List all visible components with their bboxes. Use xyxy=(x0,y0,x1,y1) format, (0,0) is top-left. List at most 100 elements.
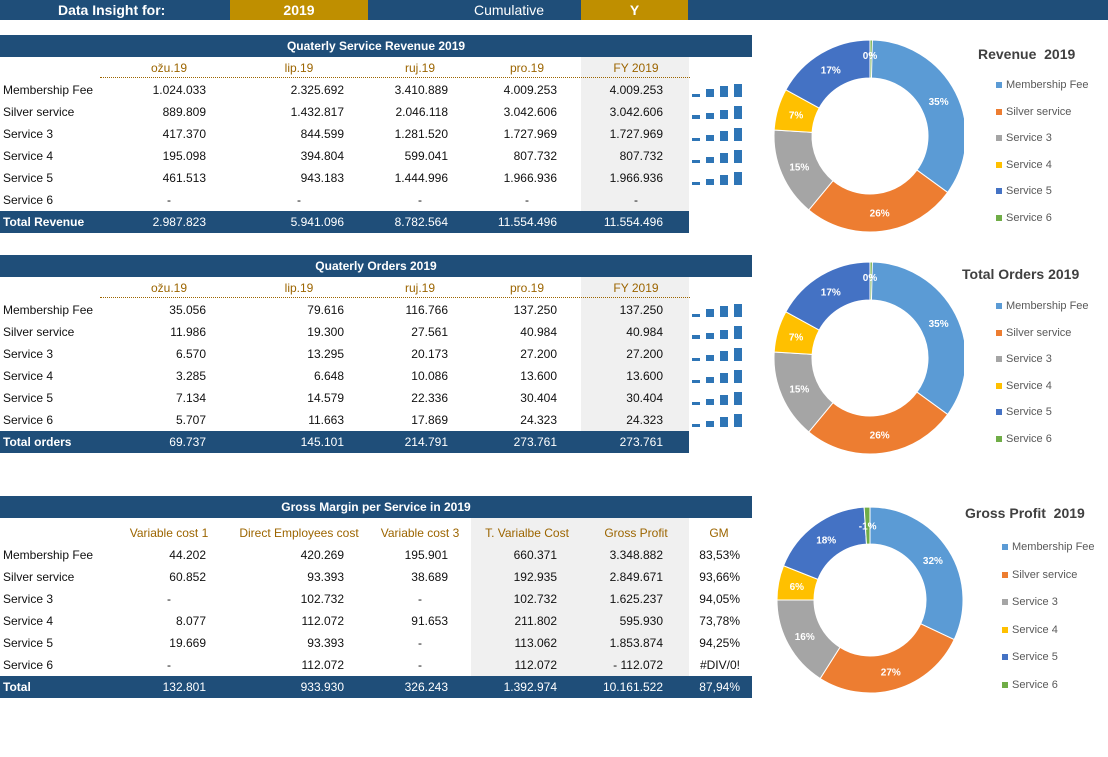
cell-value: - xyxy=(167,658,171,672)
legend-swatch xyxy=(996,82,1002,89)
cell-value: 807.732 xyxy=(513,149,557,163)
cell-value: 91.653 xyxy=(411,614,448,628)
cell-value: 10.086 xyxy=(411,369,448,383)
legend-item: Service 6 xyxy=(996,211,1052,225)
legend-swatch xyxy=(1002,599,1008,606)
cumulative-selector[interactable]: Y xyxy=(581,0,688,20)
donut-slice-membership-fee xyxy=(869,261,964,416)
cell-value: 112.072 xyxy=(514,658,558,672)
column-header: ožu.19 xyxy=(150,281,188,295)
cell-value: 113.062 xyxy=(514,636,558,650)
donut-svg: 32% 27% 16% 6% 18% -1% xyxy=(776,506,964,694)
orders-grid: ožu.19 lip.19 ruj.19 pro.19 FY 2019 Membershi… xyxy=(0,277,752,453)
row-label: Service 6 xyxy=(3,193,54,207)
cell-value: 3.042.606 xyxy=(609,105,663,119)
sparkline xyxy=(692,127,748,141)
cell-value: - xyxy=(297,193,301,207)
legend-item: Membership Fee xyxy=(1002,540,1095,554)
cell-value: 20.173 xyxy=(411,347,448,361)
cell-value: 599.041 xyxy=(404,149,448,163)
sparkline-bar xyxy=(734,304,742,317)
legend-swatch xyxy=(1002,681,1008,688)
row-label: Membership Fee xyxy=(3,548,94,562)
legend-swatch xyxy=(996,329,1002,336)
sparkline-bar xyxy=(706,355,714,361)
year-selector[interactable]: 2019 xyxy=(230,0,368,20)
cell-value: 94,25% xyxy=(699,636,740,650)
cell-value: 3.410.889 xyxy=(394,83,448,97)
sparkline-bar xyxy=(692,314,700,317)
slice-label: 7% xyxy=(789,333,804,344)
slice-label: 6% xyxy=(790,582,805,593)
cell-value: 2.849.671 xyxy=(609,570,663,584)
sparkline-bar xyxy=(706,333,714,339)
orders-donut-chart: Total Orders 2019 35% 26% 15% 7% 17% 0% Members… xyxy=(760,258,1108,458)
cell-value: 13.600 xyxy=(626,369,663,383)
legend-swatch xyxy=(996,108,1002,115)
cell-value: 13.600 xyxy=(520,369,557,383)
legend-swatch xyxy=(996,382,1002,389)
row-label: Membership Fee xyxy=(3,83,94,97)
column-header: lip.19 xyxy=(284,281,314,295)
cell-value: 1.024.033 xyxy=(152,83,206,97)
row-label: Service 3 xyxy=(3,127,54,141)
legend-swatch xyxy=(1002,626,1008,633)
slice-label: 35% xyxy=(929,97,949,108)
total-value: 326.243 xyxy=(404,680,448,694)
cell-value: 1.432.817 xyxy=(290,105,344,119)
donut-svg: 35% 26% 15% 7% 17% 0% xyxy=(773,39,964,233)
legend-label: Service 5 xyxy=(1006,185,1052,197)
sparkline-bar xyxy=(692,182,700,185)
sparkline-bar xyxy=(734,326,742,339)
cell-value: 420.269 xyxy=(300,548,344,562)
cell-value: 195.098 xyxy=(162,149,206,163)
sparkline-bar xyxy=(734,128,742,141)
column-header: Gross Profit xyxy=(604,526,668,540)
total-value: 87,94% xyxy=(699,680,740,694)
table-row: Service 4 8.077 112.072 91.653 211.802 595.93… xyxy=(0,610,752,632)
sparkline xyxy=(692,369,748,383)
sparkline-bar xyxy=(720,306,728,317)
gross-margin-table: Gross Margin per Service in 2019 Variable… xyxy=(0,496,752,698)
table-row: Membership Fee 1.024.033 2.325.692 3.410.88… xyxy=(0,79,752,101)
slice-label: 32% xyxy=(923,556,943,567)
sparkline-bar xyxy=(734,84,742,97)
donut-slice-service-6 xyxy=(869,261,873,301)
cell-value: 24.323 xyxy=(520,413,557,427)
cell-value: 394.804 xyxy=(300,149,344,163)
row-label: Service 5 xyxy=(3,636,54,650)
legend-swatch xyxy=(996,409,1002,416)
table-row: Silver service 11.986 19.300 27.561 40.984 40… xyxy=(0,321,752,343)
legend-item: Service 5 xyxy=(996,184,1052,198)
sparkline-bar xyxy=(692,138,700,141)
row-label: Service 4 xyxy=(3,614,54,628)
sparkline-bar xyxy=(720,395,728,405)
total-value: 132.801 xyxy=(162,680,206,694)
cell-value: 112.072 xyxy=(301,614,345,628)
cell-value: 4.009.253 xyxy=(609,83,663,97)
sparkline-bar xyxy=(720,175,728,185)
sparkline-bar xyxy=(706,399,714,405)
fy-column-shade xyxy=(581,57,689,211)
orders-title: Quaterly Orders 2019 xyxy=(0,255,752,277)
cell-value: 60.852 xyxy=(169,570,206,584)
cell-value: 595.930 xyxy=(619,614,663,628)
legend-label: Service 4 xyxy=(1006,379,1052,392)
slice-label: 0% xyxy=(863,51,878,62)
sparkline xyxy=(692,413,748,427)
sparkline-bar xyxy=(706,309,714,317)
chart-title: Gross Profit 2019 xyxy=(965,505,1085,521)
cell-value: 102.732 xyxy=(300,592,344,606)
gross-margin-title: Gross Margin per Service in 2019 xyxy=(0,496,752,518)
cell-value: 79.616 xyxy=(307,303,344,317)
chart-title: Revenue 2019 xyxy=(978,46,1076,62)
donut-slice-service-6 xyxy=(869,39,873,79)
legend-label: Service 3 xyxy=(1012,596,1058,608)
legend-label: Service 5 xyxy=(1012,651,1058,663)
legend-label: Service 3 xyxy=(1006,132,1052,144)
cell-value: - xyxy=(418,592,422,606)
row-label: Service 4 xyxy=(3,149,54,163)
cell-value: 102.732 xyxy=(513,592,557,606)
cell-value: 943.183 xyxy=(300,171,344,185)
legend-item: Service 3 xyxy=(996,131,1052,145)
